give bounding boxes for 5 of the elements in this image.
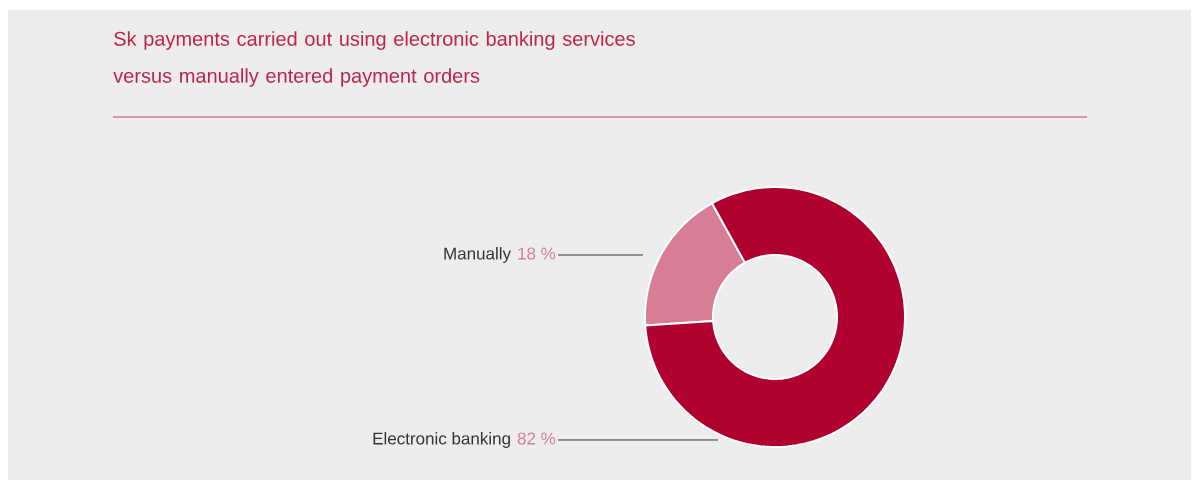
slice-label: Electronic banking (373, 432, 510, 448)
data-label: 18 % (518, 247, 556, 260)
data-label: 82 % (517, 432, 556, 445)
slice-label: Manually (444, 247, 512, 263)
chart-title: Sk payments carried out using electronic banking services versus manually entered payment orders (113, 31, 635, 87)
